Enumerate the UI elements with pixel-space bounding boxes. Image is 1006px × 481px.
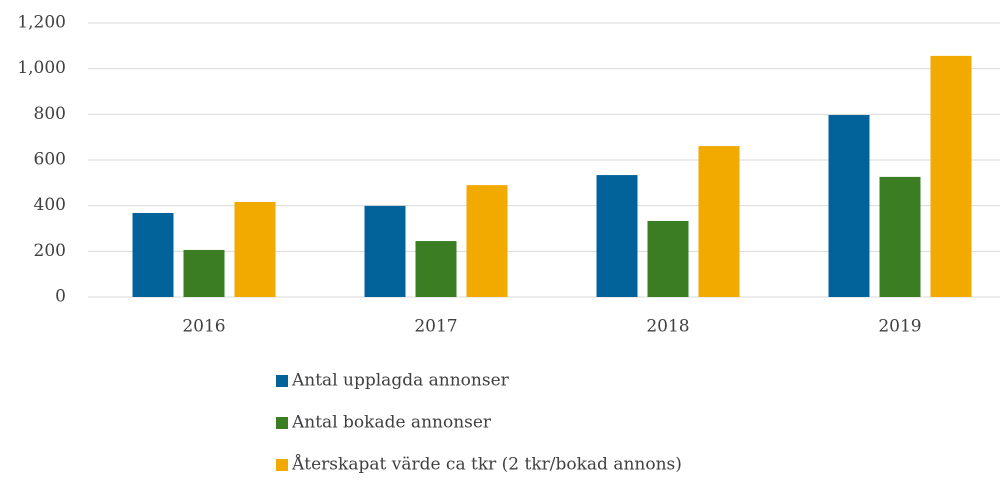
x-tick-label: 2017 — [414, 317, 457, 337]
bar — [930, 55, 972, 297]
x-tick-label: 2019 — [878, 317, 921, 337]
y-tick-label: 600 — [34, 150, 66, 170]
bar — [132, 212, 174, 297]
bar — [879, 176, 921, 297]
y-tick-label: 400 — [34, 195, 66, 215]
y-tick-label: 800 — [34, 104, 66, 124]
bar — [466, 185, 508, 297]
y-tick-label: 200 — [34, 241, 66, 261]
legend-swatch — [276, 459, 288, 471]
bar — [698, 146, 740, 297]
legend-swatch — [276, 375, 288, 387]
legend-swatch — [276, 417, 288, 429]
legend-label: Antal bokade annonser — [291, 413, 492, 433]
legend-label: Antal upplagda annonser — [291, 371, 510, 391]
bar — [647, 220, 689, 297]
x-tick-label: 2016 — [182, 317, 225, 337]
bar — [183, 249, 225, 297]
bar — [234, 202, 276, 297]
y-tick-label: 1,000 — [17, 58, 66, 78]
bar — [364, 205, 406, 297]
y-tick-label: 0 — [55, 287, 66, 307]
legend-label: Återskapat värde ca tkr (2 tkr/bokad ann… — [291, 454, 682, 475]
bar — [415, 241, 457, 297]
x-tick-label: 2018 — [646, 317, 689, 337]
y-tick-label: 1,200 — [17, 13, 66, 33]
bar — [828, 115, 870, 297]
bar — [596, 175, 638, 297]
